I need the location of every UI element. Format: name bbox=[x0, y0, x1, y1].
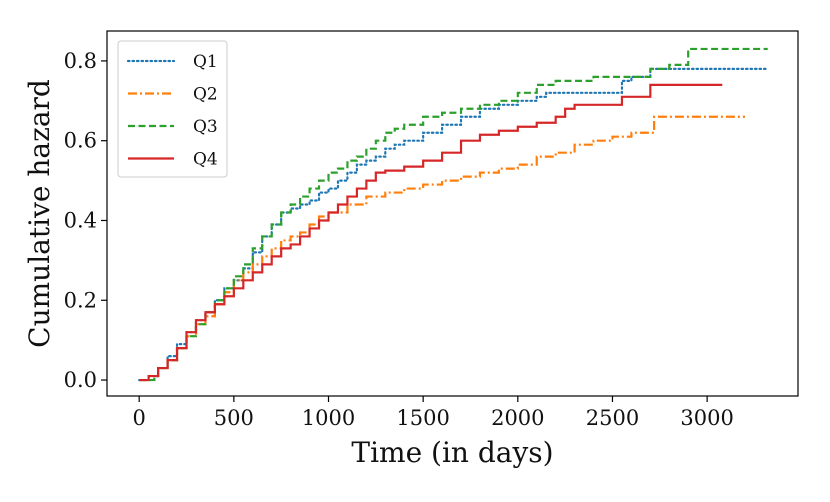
y-tick-label: 0.2 bbox=[64, 288, 97, 312]
x-axis-label: Time (in days) bbox=[351, 436, 553, 469]
y-tick-label: 0.6 bbox=[64, 129, 97, 153]
plot-frame bbox=[106, 30, 799, 397]
legend: Q1 Q2 Q3 Q4 bbox=[117, 40, 228, 178]
legend-label-q2: Q2 bbox=[193, 85, 218, 105]
series-line-q3 bbox=[139, 47, 768, 382]
legend-label-q3: Q3 bbox=[193, 117, 218, 137]
y-tick-label: 0.0 bbox=[64, 368, 97, 392]
y-axis-label: Cumulative hazard bbox=[23, 79, 56, 348]
x-tick-label: 3000 bbox=[680, 406, 733, 430]
x-tick-label: 0 bbox=[132, 406, 145, 430]
x-tick-label: 2000 bbox=[491, 406, 544, 430]
plot-layer bbox=[138, 47, 769, 382]
x-tick-label: 2500 bbox=[586, 406, 639, 430]
y-tick-label: 0.8 bbox=[64, 49, 97, 73]
y-tick-label: 0.4 bbox=[64, 208, 97, 232]
ticks-layer: 0 500 1000 1500 2000 2500 3000 0.0 0.2 0.4 0.6 0.8 bbox=[64, 49, 734, 430]
series-line-q1 bbox=[138, 67, 769, 382]
x-tick-label: 1000 bbox=[302, 406, 355, 430]
legend-label-q4: Q4 bbox=[193, 150, 218, 170]
x-tick-label: 1500 bbox=[396, 406, 449, 430]
legend-label-q1: Q1 bbox=[193, 52, 218, 72]
x-tick-label: 500 bbox=[214, 406, 254, 430]
legend-box bbox=[117, 40, 228, 178]
series-line-q4 bbox=[139, 83, 723, 382]
